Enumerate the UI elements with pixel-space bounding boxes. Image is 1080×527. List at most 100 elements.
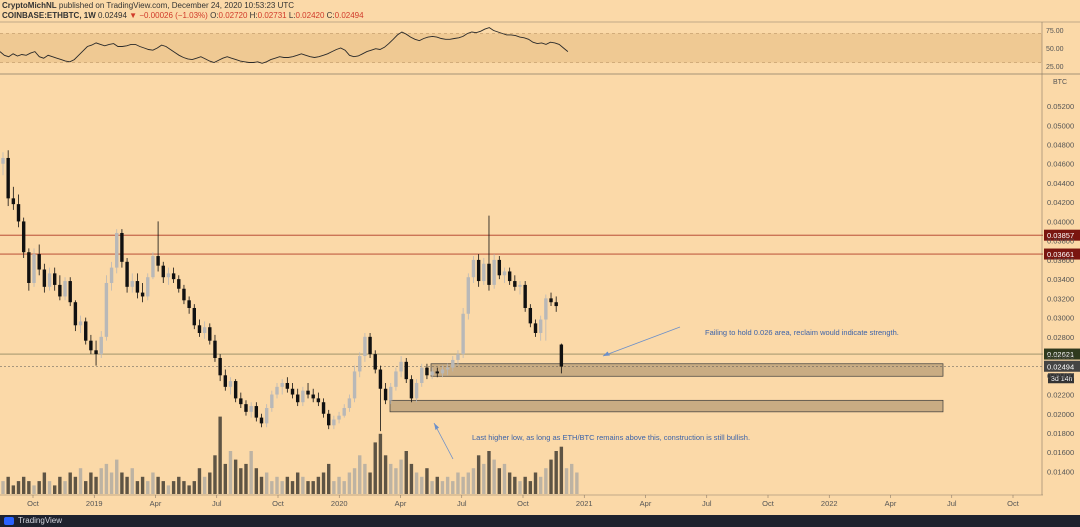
candle-body <box>177 279 181 289</box>
volume-bar <box>42 472 47 494</box>
candle-body <box>342 407 346 416</box>
volume-bar <box>445 476 450 494</box>
candle-body <box>492 259 496 285</box>
candle-body <box>337 415 341 420</box>
candle-body <box>507 271 512 282</box>
candle-body <box>42 269 47 287</box>
symbol-name[interactable]: COINBASE:ETHBTC, 1W <box>2 11 96 20</box>
volume-bar <box>347 472 352 494</box>
volume-bar <box>187 485 191 494</box>
footer-brand[interactable]: TradingView <box>18 516 63 525</box>
volume-bar <box>575 472 579 494</box>
candle-body <box>254 406 259 418</box>
volume-bar <box>1 481 5 494</box>
time-tick-label: 2022 <box>821 499 838 508</box>
volume-bar <box>27 481 31 494</box>
volume-bar <box>389 463 393 494</box>
volume-bar <box>270 481 274 494</box>
volume-bar <box>368 472 372 494</box>
candle-body <box>280 382 284 387</box>
oscillator-tick-label: 25.00 <box>1046 64 1064 71</box>
price-tick-label: 0.04600 <box>1047 160 1074 169</box>
open-value: 0.02720 <box>218 11 248 20</box>
price-tick-label: 0.03800 <box>1047 237 1074 246</box>
candle-body <box>523 284 527 308</box>
volume-bar <box>420 476 424 494</box>
price-axis[interactable]: BTC 0.05200 0.05000 0.04800 0.04600 0.04400 0.… <box>1047 79 1074 476</box>
candle-body <box>270 394 274 408</box>
volume-bar <box>99 468 103 494</box>
candlestick-series <box>1 150 564 432</box>
candle-body <box>502 271 507 276</box>
volume-bar <box>21 476 26 494</box>
candle-body <box>321 402 326 414</box>
time-tick-label: Jul <box>457 499 467 508</box>
published-text: published on TradingView.com, December 2… <box>58 1 295 10</box>
price-tick-label: 0.04400 <box>1047 179 1074 188</box>
volume-bar <box>549 459 553 494</box>
volume-bar <box>564 468 569 494</box>
candle-body <box>316 398 321 403</box>
volume-bar <box>104 463 109 494</box>
price-tick-label: 0.05200 <box>1047 102 1074 111</box>
volume-bar <box>58 476 62 494</box>
candle-body <box>208 327 212 341</box>
price-tick-label: 0.02000 <box>1047 410 1074 419</box>
volume-bar <box>544 468 548 494</box>
candle-body <box>109 267 114 283</box>
resistance-price-tag <box>1044 248 1080 260</box>
candle-body <box>332 419 336 426</box>
candle-body <box>171 273 176 280</box>
candle-body <box>476 259 481 282</box>
candle-body <box>73 302 78 326</box>
candle-body <box>37 254 41 270</box>
candle-body <box>135 281 140 293</box>
candle-body <box>301 390 305 403</box>
candle-body <box>295 394 300 403</box>
candle-body <box>533 323 538 333</box>
close-value: 0.02494 <box>334 11 364 20</box>
tradingview-logo-icon[interactable] <box>4 517 14 525</box>
volume-bar <box>109 472 114 494</box>
price-tick-label: 0.03600 <box>1047 256 1074 265</box>
volume-bar <box>321 472 326 494</box>
candle-body <box>6 157 10 199</box>
candle-body <box>104 282 109 337</box>
candle-body <box>151 256 155 278</box>
candle-body <box>1 157 5 164</box>
candle-body <box>11 198 16 205</box>
volume-bar <box>570 463 574 494</box>
candle-body <box>440 369 445 374</box>
volume-bar <box>125 476 129 494</box>
volume-bar <box>476 455 481 494</box>
volume-bar <box>37 481 41 494</box>
volume-bar <box>264 472 269 494</box>
candle-body <box>249 406 253 412</box>
resistance-price-tag <box>1044 229 1080 241</box>
candle-body <box>518 284 522 287</box>
candle-body <box>68 281 72 303</box>
price-tick-label: 0.04200 <box>1047 198 1074 207</box>
volume-bar <box>285 476 290 494</box>
volume-bar <box>177 476 181 494</box>
candle-body <box>89 340 93 351</box>
candle-body <box>146 277 150 297</box>
candle-body <box>125 261 129 287</box>
price-unit-label: BTC <box>1053 79 1067 86</box>
candle-body <box>58 284 62 297</box>
volume-bar <box>295 472 300 494</box>
volume-bar <box>306 481 310 494</box>
author-name[interactable]: CryptoMichNL <box>2 1 57 10</box>
candle-body <box>290 388 295 395</box>
volume-bar <box>435 476 439 494</box>
time-axis[interactable]: Oct 2019 Apr Jul Oct 2020 Apr Jul Oct 2021 Apr Jul O… <box>27 495 1020 508</box>
candle-body <box>399 361 403 372</box>
price-tick-label: 0.05000 <box>1047 121 1074 130</box>
volume-bar <box>197 468 202 494</box>
time-tick-label: Jul <box>947 499 957 508</box>
support-zone <box>389 399 944 413</box>
time-tick-label: 2021 <box>576 499 593 508</box>
close-label: C: <box>326 11 335 20</box>
candle-body <box>78 321 83 326</box>
